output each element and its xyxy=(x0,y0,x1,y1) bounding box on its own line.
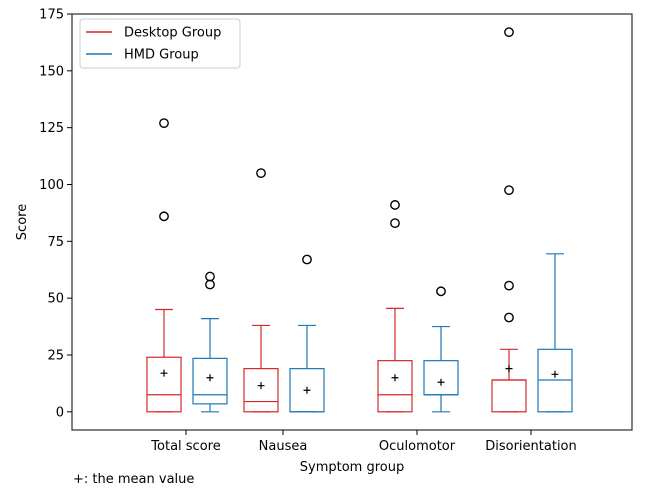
outlier-point xyxy=(390,200,400,210)
mean-footnote: +: the mean value xyxy=(73,472,194,487)
mean-marker xyxy=(257,382,265,390)
mean-marker xyxy=(206,374,214,382)
box-1-0 xyxy=(192,271,228,413)
y-tick-label: 125 xyxy=(39,121,64,136)
y-axis-title: Score xyxy=(15,204,30,240)
outlier-point xyxy=(205,271,215,282)
outlier-point xyxy=(159,211,169,222)
box-0-0 xyxy=(146,118,182,413)
boxes-layer xyxy=(146,27,573,413)
outlier-point xyxy=(205,279,215,290)
mean-marker xyxy=(391,374,399,382)
iqr-box xyxy=(192,357,228,405)
y-tick-label: 75 xyxy=(47,235,64,250)
y-axis: 0 25 50 75 100 125 150 175 xyxy=(39,8,72,420)
mean-marker xyxy=(505,365,513,373)
x-tick-label: Total score xyxy=(150,439,220,454)
x-tick-label: Oculomotor xyxy=(379,439,456,454)
legend-label: HMD Group xyxy=(124,48,199,63)
box-1-3 xyxy=(537,253,573,413)
box-0-2 xyxy=(377,200,413,413)
outlier-point xyxy=(504,280,514,291)
outlier-point xyxy=(504,185,514,196)
legend: Desktop Group HMD Group xyxy=(79,18,241,69)
outlier-point xyxy=(302,254,312,265)
y-tick-label: 100 xyxy=(39,178,64,193)
legend-label: Desktop Group xyxy=(124,26,221,41)
mean-marker xyxy=(437,378,445,386)
x-tick-label: Disorientation xyxy=(485,439,577,454)
x-tick-label: Nausea xyxy=(259,439,308,454)
y-tick-label: 175 xyxy=(39,8,64,23)
y-tick-label: 150 xyxy=(39,64,64,79)
mean-marker xyxy=(160,369,168,377)
mean-marker xyxy=(303,386,311,394)
outlier-point xyxy=(504,312,514,323)
box-1-2 xyxy=(423,286,459,413)
y-tick-label: 25 xyxy=(47,348,64,363)
box-0-3 xyxy=(491,27,527,413)
y-tick-label: 50 xyxy=(47,292,64,307)
box-1-1 xyxy=(289,254,325,413)
outlier-point xyxy=(390,218,400,229)
box-0-1 xyxy=(243,168,279,413)
outlier-point xyxy=(436,286,446,297)
iqr-box xyxy=(377,360,413,413)
x-axis: Total score Nausea Oculomotor Disorientatio… xyxy=(150,430,577,454)
y-tick-label: 0 xyxy=(56,405,64,420)
plot-area xyxy=(71,13,633,431)
outlier-point xyxy=(504,27,514,38)
iqr-box xyxy=(491,379,527,413)
legend-frame xyxy=(79,18,241,69)
iqr-box xyxy=(423,360,459,396)
iqr-box xyxy=(243,368,279,413)
outlier-point xyxy=(256,168,266,179)
mean-marker xyxy=(551,370,559,378)
x-axis-title: Symptom group xyxy=(300,460,404,475)
outlier-point xyxy=(159,118,169,129)
iqr-box xyxy=(146,356,182,413)
